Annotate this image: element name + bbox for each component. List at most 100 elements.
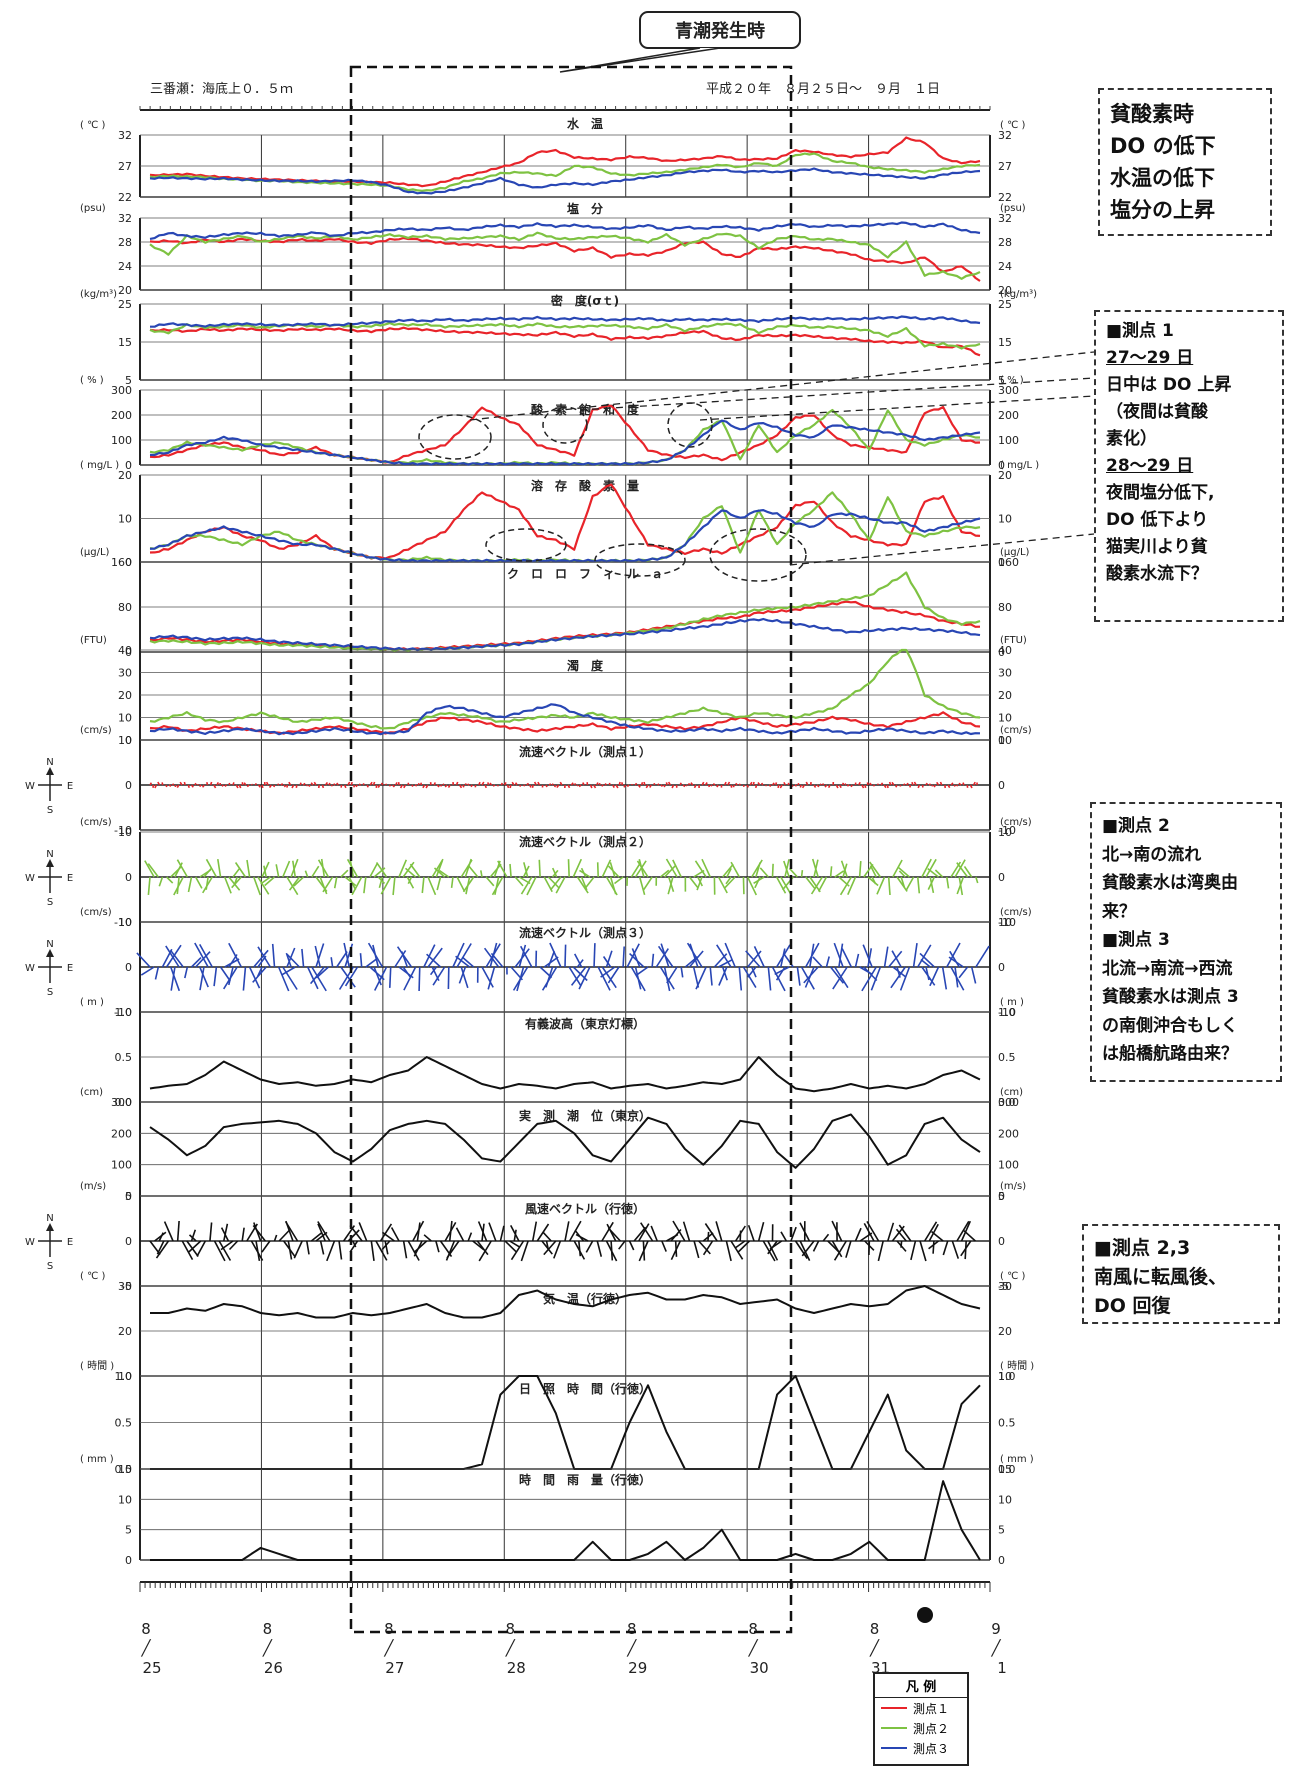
panel-11: 1.0 1.0 0.5 0.5 0.0 0.0 ( m ) ( m ) 有義波高（東京灯標） bbox=[80, 997, 1024, 1109]
vector-stick bbox=[862, 944, 873, 968]
vector-stick bbox=[910, 1240, 917, 1261]
vector-stick bbox=[666, 966, 678, 984]
tick-label: -5 bbox=[121, 1280, 132, 1293]
vector-stick bbox=[917, 784, 921, 789]
vector-stick bbox=[228, 782, 231, 786]
vector-stick bbox=[273, 1234, 278, 1242]
vector-stick bbox=[399, 784, 403, 789]
vector-stick bbox=[657, 945, 674, 968]
vector-stick bbox=[895, 1228, 907, 1242]
tick-label: 30 bbox=[998, 667, 1012, 680]
vector-stick bbox=[519, 945, 533, 968]
vector-stick bbox=[202, 876, 213, 894]
vector-stick bbox=[194, 876, 203, 889]
tick-label: 32 bbox=[118, 129, 132, 142]
tick-label: 1.0 bbox=[115, 1006, 133, 1019]
vector-stick bbox=[917, 944, 932, 968]
vector-stick bbox=[358, 1222, 368, 1242]
vector-stick bbox=[768, 784, 772, 787]
unit-label: (cm/s) bbox=[80, 725, 112, 736]
series-line-station-0 bbox=[149, 1113, 981, 1169]
vector-stick bbox=[194, 782, 197, 786]
vector-stick bbox=[638, 876, 646, 896]
tick-label: 160 bbox=[998, 556, 1019, 569]
vector-stick bbox=[964, 1240, 967, 1260]
vector-stick bbox=[601, 784, 604, 787]
vector-stick bbox=[322, 876, 334, 893]
tick-label: 10 bbox=[118, 712, 132, 725]
vector-stick bbox=[715, 1221, 723, 1242]
date-day: 28 bbox=[507, 1659, 526, 1677]
vector-stick bbox=[373, 966, 388, 991]
panel-12: 300 300 200 200 100 100 0 0 (cm) (cm) 実 測 潮 位（東京） bbox=[80, 1087, 1023, 1203]
vector-stick bbox=[485, 876, 495, 887]
series-line-station-0 bbox=[150, 1285, 981, 1319]
vector-stick bbox=[576, 876, 589, 894]
vector-stick bbox=[196, 1240, 207, 1257]
note-line: 28～29 日 bbox=[1106, 456, 1194, 476]
vector-stick bbox=[896, 876, 908, 892]
vector-stick bbox=[484, 784, 487, 789]
vector-stick bbox=[487, 966, 496, 990]
vector-stick bbox=[136, 952, 151, 968]
vector-stick bbox=[523, 862, 529, 878]
vector-stick bbox=[140, 966, 155, 976]
unit-label: (m/s) bbox=[1000, 1181, 1026, 1192]
tick-label: 27 bbox=[118, 160, 132, 173]
vector-stick bbox=[252, 876, 262, 896]
vector-stick bbox=[338, 1240, 343, 1260]
vector-stick bbox=[707, 784, 711, 788]
vector-stick bbox=[911, 781, 914, 786]
note-line: 貧酸素水は測点 3 bbox=[1102, 987, 1239, 1007]
unit-label: (cm/s) bbox=[80, 907, 112, 918]
vector-stick bbox=[458, 784, 463, 789]
series-line-station-1 bbox=[149, 711, 981, 735]
vector-stick bbox=[188, 1234, 197, 1242]
vector-stick bbox=[476, 1240, 489, 1256]
note-line: の南側沖合もしく bbox=[1102, 1015, 1238, 1036]
series-line-station-1 bbox=[149, 404, 981, 464]
vector-stick bbox=[315, 966, 329, 979]
note-station1: ■測点 1 27～29 日日中は DO 上昇 （夜間は貧酸 素化） 28～29 日夜間塩… bbox=[1094, 310, 1284, 622]
leader-line bbox=[789, 533, 1095, 566]
compass-s: S bbox=[47, 1261, 53, 1272]
vector-stick bbox=[622, 946, 625, 968]
vector-stick bbox=[746, 876, 758, 896]
vector-stick bbox=[642, 876, 653, 891]
vector-stick bbox=[542, 1231, 552, 1242]
vector-stick bbox=[330, 957, 334, 968]
vector-stick bbox=[343, 784, 347, 789]
vector-stick bbox=[392, 784, 395, 788]
vector-stick bbox=[665, 782, 668, 786]
unit-label: (cm) bbox=[1000, 1087, 1023, 1098]
vector-stick bbox=[179, 781, 183, 786]
vector-stick bbox=[745, 950, 761, 968]
tick-label: 5 bbox=[998, 374, 1005, 387]
vector-stick bbox=[932, 1240, 935, 1254]
vector-stick bbox=[304, 870, 309, 878]
legend-title: 凡 例 bbox=[875, 1674, 967, 1698]
tick-label: 40 bbox=[998, 644, 1012, 657]
tick-label: -10 bbox=[114, 916, 132, 929]
vector-stick bbox=[607, 966, 620, 984]
highlight-ellipse bbox=[594, 543, 686, 577]
panel-title: 流速ベクトル（測点３） bbox=[519, 925, 651, 940]
vector-stick bbox=[718, 959, 733, 968]
vector-stick bbox=[427, 947, 443, 968]
tick-label: -10 bbox=[114, 1006, 132, 1019]
date-day: 27 bbox=[385, 1659, 404, 1677]
tick-label: 20 bbox=[118, 1325, 132, 1338]
vector-stick bbox=[600, 966, 616, 978]
unit-label: (cm/s) bbox=[80, 817, 112, 828]
vector-stick bbox=[390, 1227, 400, 1242]
vector-stick bbox=[886, 784, 889, 789]
note-line: 北流→南流→西流 bbox=[1102, 958, 1233, 979]
vector-stick bbox=[854, 1227, 862, 1242]
panel-8: 10 100 0-10 -10(cm/s) (cm/s)流速ベクトル（測点１）NSW E bbox=[25, 725, 1032, 837]
vector-stick bbox=[288, 781, 292, 786]
vector-stick bbox=[340, 869, 349, 878]
vector-stick bbox=[754, 784, 758, 789]
vector-stick bbox=[213, 1240, 226, 1262]
vector-stick bbox=[682, 1221, 691, 1242]
